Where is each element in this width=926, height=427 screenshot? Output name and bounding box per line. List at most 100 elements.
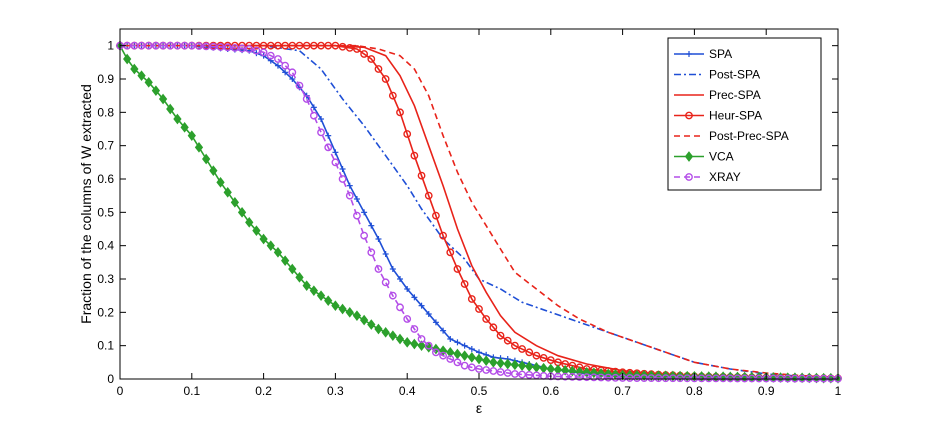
data-point bbox=[325, 132, 332, 139]
data-point bbox=[453, 348, 462, 360]
data-point bbox=[532, 362, 541, 373]
series-xray bbox=[116, 41, 842, 383]
x-tick-label: 0.1 bbox=[183, 384, 200, 398]
data-point bbox=[252, 46, 261, 55]
data-point bbox=[482, 315, 491, 323]
series-vca bbox=[115, 40, 843, 384]
y-axis-label: Fraction of the columns of W extracted bbox=[78, 84, 94, 324]
data-point bbox=[194, 142, 204, 153]
y-tick-label: 0.7 bbox=[97, 139, 114, 153]
data-point bbox=[359, 314, 369, 326]
data-point bbox=[661, 374, 670, 383]
data-point bbox=[345, 307, 354, 318]
data-point bbox=[489, 323, 498, 332]
data-point bbox=[374, 265, 383, 273]
data-point bbox=[447, 336, 454, 342]
legend-marker bbox=[685, 173, 693, 181]
data-point bbox=[259, 233, 268, 245]
data-point bbox=[381, 75, 390, 83]
data-point bbox=[496, 357, 505, 369]
x-tick-label: 0.3 bbox=[327, 384, 344, 398]
data-point bbox=[216, 43, 225, 51]
data-point bbox=[589, 367, 599, 379]
data-point bbox=[733, 374, 742, 383]
legend-label: Post-Prec-SPA bbox=[709, 129, 789, 143]
data-point bbox=[418, 302, 425, 309]
data-point bbox=[460, 361, 469, 370]
data-point bbox=[467, 295, 476, 303]
data-point bbox=[331, 300, 340, 311]
data-point bbox=[475, 305, 483, 313]
data-point bbox=[381, 327, 390, 338]
data-point bbox=[288, 263, 297, 275]
data-point bbox=[546, 363, 555, 375]
data-point bbox=[144, 41, 153, 50]
data-point bbox=[468, 346, 475, 352]
data-point bbox=[353, 211, 361, 220]
data-point bbox=[404, 286, 411, 292]
data-point bbox=[633, 374, 641, 382]
data-point bbox=[144, 77, 153, 88]
data-point bbox=[375, 236, 382, 242]
legend-label: SPA bbox=[709, 47, 732, 61]
data-point bbox=[517, 360, 527, 371]
legend-marker bbox=[684, 151, 694, 162]
data-point bbox=[561, 365, 570, 376]
data-point bbox=[202, 42, 211, 51]
y-tick-label: 0.9 bbox=[97, 72, 114, 86]
data-point bbox=[424, 341, 433, 350]
legend-entry: SPA bbox=[674, 47, 732, 61]
data-point bbox=[237, 207, 247, 218]
data-point bbox=[345, 43, 354, 52]
data-point bbox=[396, 303, 404, 312]
data-point bbox=[388, 91, 397, 100]
data-point bbox=[281, 61, 290, 70]
data-point bbox=[417, 340, 426, 351]
data-point bbox=[332, 149, 339, 156]
data-point bbox=[223, 43, 232, 52]
data-point bbox=[230, 197, 240, 208]
x-tick-label: 0.2 bbox=[255, 384, 272, 398]
data-point bbox=[654, 370, 663, 381]
data-point bbox=[367, 319, 376, 330]
data-point bbox=[474, 353, 484, 365]
plot-marks bbox=[115, 40, 843, 384]
y-tick-label: 0.5 bbox=[97, 205, 114, 219]
legend-box bbox=[667, 37, 822, 191]
data-point bbox=[432, 348, 440, 357]
data-point bbox=[353, 45, 361, 53]
data-point bbox=[503, 369, 512, 377]
legend-entry: Post-SPA bbox=[674, 68, 760, 82]
data-point bbox=[230, 43, 239, 52]
data-point bbox=[467, 363, 476, 372]
legend-entry: XRAY bbox=[674, 170, 741, 184]
legend-entry: Prec-SPA bbox=[674, 88, 761, 102]
data-point bbox=[310, 104, 317, 111]
data-point bbox=[324, 143, 333, 152]
data-point bbox=[446, 355, 455, 363]
data-point bbox=[338, 42, 347, 51]
data-point bbox=[151, 41, 160, 50]
legend-label: XRAY bbox=[709, 170, 741, 184]
data-point bbox=[238, 44, 246, 53]
data-point bbox=[525, 348, 534, 357]
data-point bbox=[460, 350, 469, 361]
data-point bbox=[640, 374, 649, 382]
data-point bbox=[676, 374, 684, 383]
series-line bbox=[120, 44, 839, 379]
data-point bbox=[180, 41, 189, 50]
data-point bbox=[302, 280, 311, 291]
data-point bbox=[582, 373, 591, 382]
data-point bbox=[503, 336, 512, 345]
data-point bbox=[503, 358, 512, 370]
data-point bbox=[575, 373, 584, 381]
data-point bbox=[361, 209, 368, 216]
data-point bbox=[288, 68, 297, 77]
x-tick-label: 0.8 bbox=[686, 384, 703, 398]
data-point bbox=[539, 362, 548, 374]
data-point bbox=[755, 374, 763, 383]
data-point bbox=[410, 338, 419, 350]
data-point bbox=[374, 323, 383, 335]
data-point bbox=[338, 175, 347, 183]
